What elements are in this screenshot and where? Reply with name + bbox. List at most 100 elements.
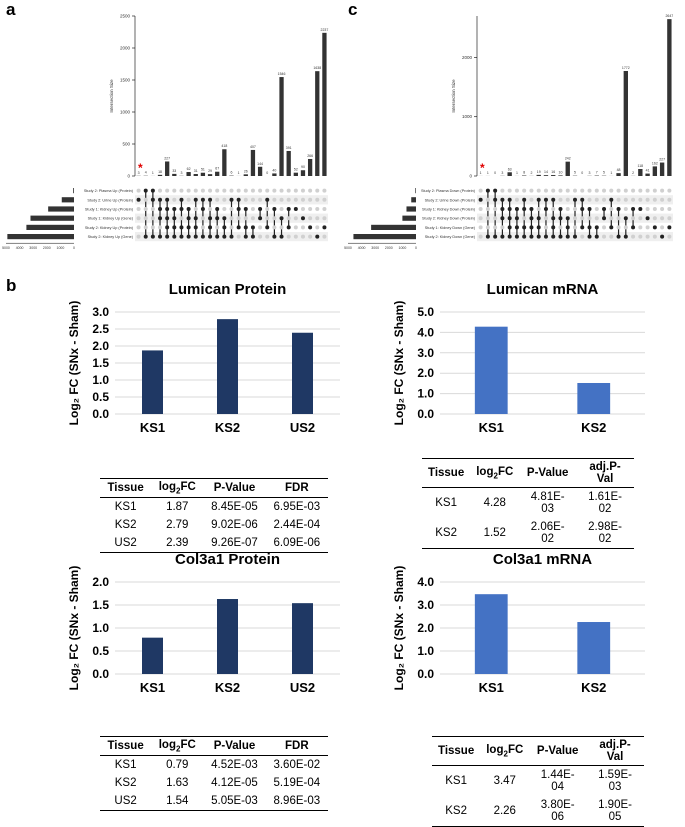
matrix-dot-empty (144, 207, 148, 211)
table-cell: 1.59E-03 (586, 766, 644, 797)
table-header: Tissue (432, 737, 480, 766)
matrix-dot-filled (508, 198, 512, 202)
table-header-log2fc: log2FC (151, 479, 203, 498)
matrix-dot-empty (187, 189, 191, 193)
y-tick-label: 3.0 (417, 346, 434, 360)
intersection-bar-label: 2 (632, 171, 634, 175)
set-size-bar (73, 188, 74, 193)
table-row: KS2 2.26 3.80E-06 1.90E-05 (432, 796, 644, 827)
intersection-bar-label: 1 (152, 171, 154, 175)
matrix-dot-filled (187, 235, 191, 239)
matrix-dot-empty (315, 207, 319, 211)
intersection-bar-label: 1 (516, 171, 518, 175)
matrix-dot-empty (272, 216, 276, 220)
table-cell: 2.39 (151, 534, 203, 553)
matrix-dot-empty (244, 198, 248, 202)
matrix-dot-filled (508, 225, 512, 229)
table-row: KS2 1.63 4.12E-05 5.19E-04 (100, 774, 328, 792)
matrix-dot-filled (208, 198, 212, 202)
matrix-dot-filled (172, 225, 176, 229)
y-tick-label: 1.0 (92, 621, 109, 635)
intersection-bar (645, 174, 649, 176)
table-cell: 6.95E-03 (266, 498, 328, 517)
intersection-bar-label: 90 (301, 165, 305, 169)
table-cell: 2.98E-02 (576, 518, 634, 549)
matrix-dot-filled (172, 207, 176, 211)
matrix-dot-empty (624, 189, 628, 193)
table-header-log2fc: log2FC (151, 737, 203, 756)
set-name-label: Study 2: Kidney Down (Gene) (425, 235, 476, 239)
matrix-dot-filled (137, 198, 141, 202)
matrix-dot-filled (558, 216, 562, 220)
matrix-dot-filled (580, 207, 584, 211)
table-cell: KS1 (422, 488, 470, 519)
matrix-dot-empty (638, 225, 642, 229)
matrix-dot-empty (631, 235, 635, 239)
matrix-dot-empty (301, 198, 305, 202)
intersection-bar (566, 162, 570, 176)
matrix-dot-empty (609, 235, 613, 239)
y-tick-label: 1000 (462, 114, 473, 119)
matrix-dot-filled (660, 235, 664, 239)
y-tick-label: 1.0 (92, 373, 109, 387)
intersection-bar (544, 175, 548, 176)
intersection-bar-label: 1772 (622, 66, 630, 70)
matrix-dot-empty (609, 207, 613, 211)
matrix-dot-filled (294, 207, 298, 211)
matrix-dot-empty (638, 235, 642, 239)
set-size-tick-label: 5000 (2, 246, 10, 250)
table-cell: KS2 (100, 516, 151, 534)
intersection-bar (272, 173, 276, 176)
matrix-dot-filled (544, 198, 548, 202)
y-tick-label: 2.0 (92, 339, 109, 353)
panel-label-b: b (6, 276, 16, 296)
matrix-dot-empty (201, 189, 205, 193)
intersection-bar (172, 174, 176, 176)
y-tick-label: 2.0 (92, 575, 109, 589)
matrix-dot-empty (158, 225, 162, 229)
table-cell: 0.79 (151, 756, 203, 775)
matrix-dot-empty (486, 216, 490, 220)
matrix-dot-empty (595, 207, 599, 211)
intersection-bar-label: 8 (523, 171, 525, 175)
matrix-dot-empty (215, 225, 219, 229)
matrix-dot-filled (165, 225, 169, 229)
set-size-bar (406, 206, 416, 211)
intersection-bar-label: 0 (581, 171, 583, 175)
intersection-bar-label: 41 (646, 169, 650, 173)
matrix-dot-empty (237, 216, 241, 220)
matrix-dot-empty (280, 198, 284, 202)
table-cell: 3.80E-06 (529, 796, 586, 827)
matrix-dot-filled (165, 216, 169, 220)
matrix-dot-filled (158, 198, 162, 202)
matrix-dot-filled (551, 225, 555, 229)
matrix-dot-empty (580, 189, 584, 193)
intersection-bar (616, 173, 620, 176)
matrix-dot-filled (573, 198, 577, 202)
matrix-dot-empty (631, 198, 635, 202)
matrix-dot-empty (315, 189, 319, 193)
table-cell: KS2 (432, 796, 480, 827)
x-tick-label: KS1 (140, 420, 165, 435)
matrix-dot-empty (624, 207, 628, 211)
matrix-dot-empty (308, 216, 312, 220)
set-size-bar (353, 234, 416, 239)
table-header: P-Value (529, 737, 586, 766)
set-size-tick-label: 3000 (371, 246, 379, 250)
intersection-bar-label: 227 (164, 156, 170, 160)
matrix-dot-empty (486, 225, 490, 229)
matrix-dot-empty (646, 225, 650, 229)
matrix-dot-empty (265, 207, 269, 211)
set-size-bar (26, 225, 74, 230)
matrix-dot-filled (179, 207, 183, 211)
bar-us2 (292, 333, 313, 414)
intersection-bar-label: 2647 (665, 14, 673, 18)
set-size-bar (402, 216, 416, 221)
matrix-dot-empty (573, 207, 577, 211)
y-axis-label: Intersection Size (451, 79, 456, 113)
set-size-tick-label: 3000 (29, 246, 37, 250)
chart-title: Lumican mRNA (487, 281, 599, 298)
matrix-dot-empty (272, 189, 276, 193)
